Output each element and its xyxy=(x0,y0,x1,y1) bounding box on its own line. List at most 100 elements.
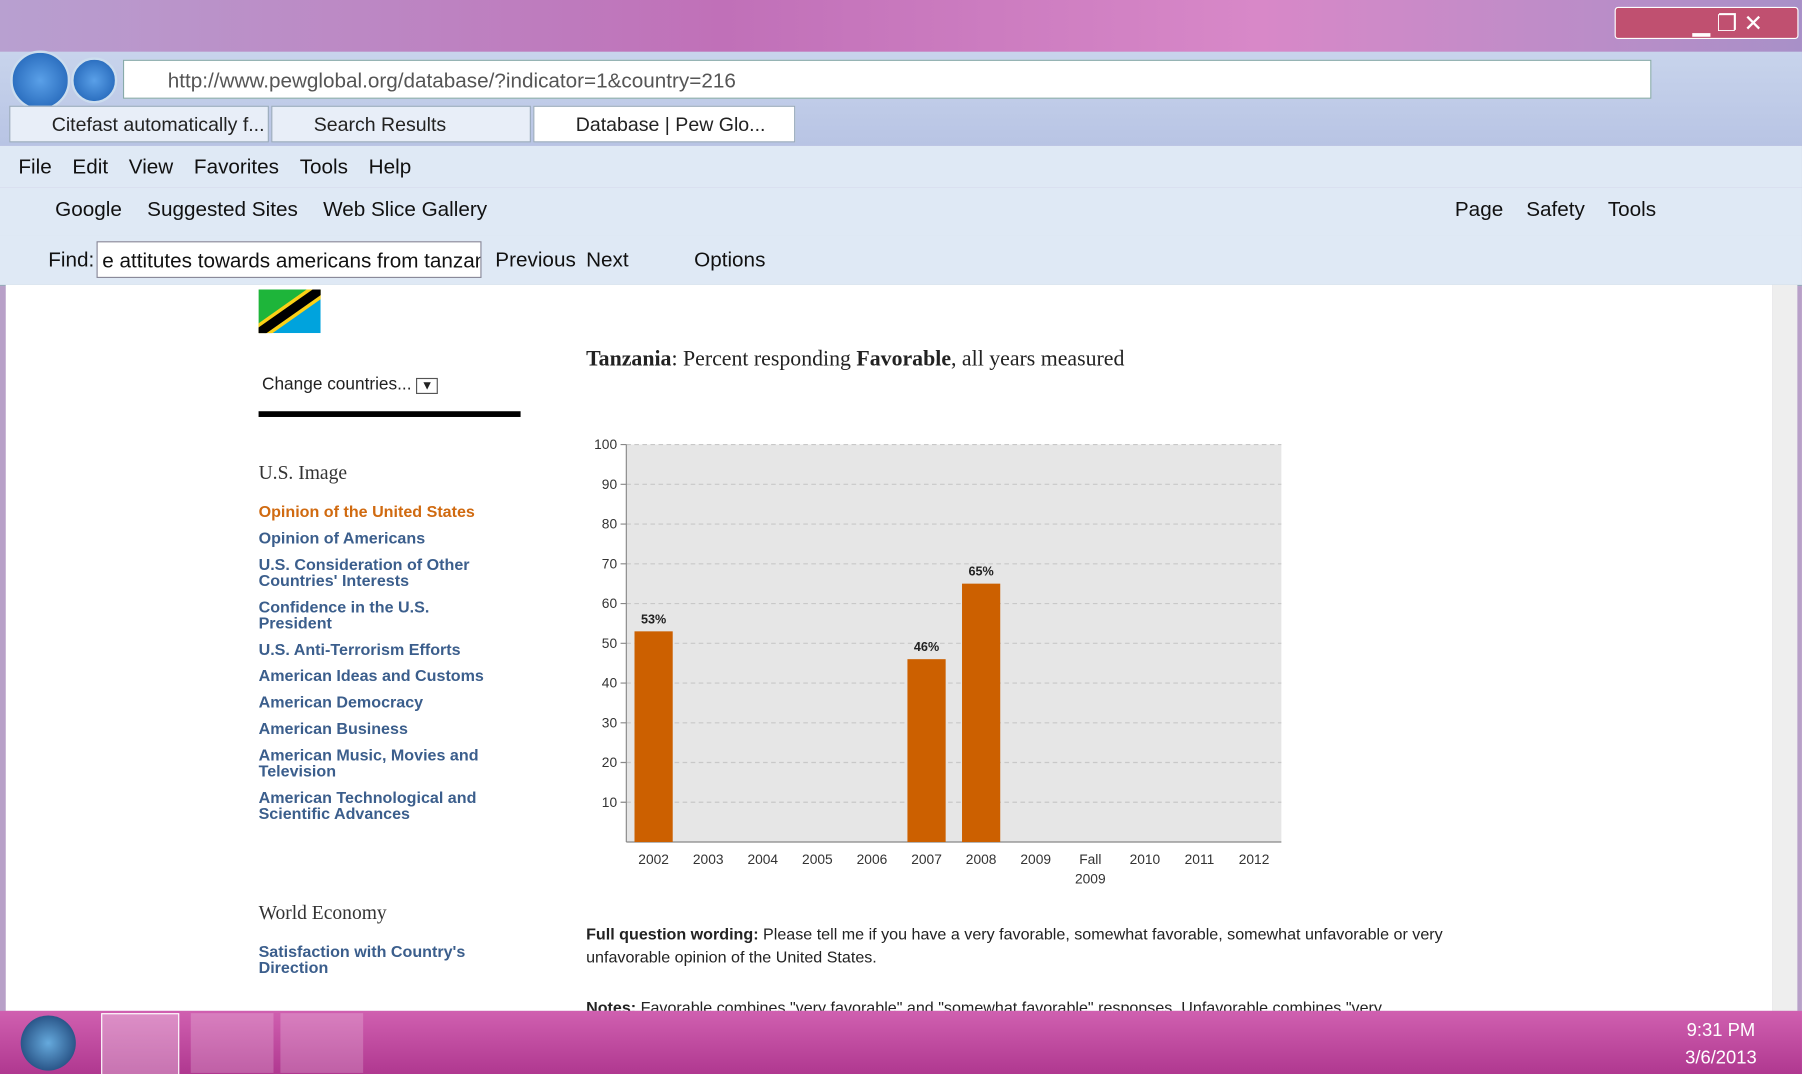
menu-item[interactable]: Edit xyxy=(72,155,108,179)
menu-bar: File Edit View Favorites Tools Help xyxy=(0,146,1802,187)
x-tick-label: 2008 xyxy=(966,852,997,867)
word-task[interactable] xyxy=(280,1013,363,1073)
x-tick-label: 2009 xyxy=(1020,852,1051,867)
x-tick-label: 2011 xyxy=(1185,852,1215,867)
sidebar-link[interactable]: Confidence in the U.S. President xyxy=(259,598,500,630)
start-button[interactable] xyxy=(21,1015,76,1070)
divider xyxy=(259,411,521,417)
sidebar-link[interactable]: Opinion of Americans xyxy=(259,530,500,546)
title-country: Tanzania xyxy=(586,347,671,371)
commands: Page Safety Tools xyxy=(1455,198,1656,222)
title-answer: Favorable xyxy=(856,347,951,371)
flag xyxy=(259,289,321,333)
y-tick-label: 80 xyxy=(602,517,618,532)
notes-label: Notes: xyxy=(586,998,636,1011)
bar xyxy=(635,631,673,842)
title-bar xyxy=(0,0,1802,55)
y-tick-label: 70 xyxy=(602,556,618,571)
address-bar[interactable]: http://www.pewglobal.org/database/?indic… xyxy=(123,60,1651,99)
menu-item[interactable]: View xyxy=(129,155,173,179)
menu: File Edit View Favorites Tools Help xyxy=(0,146,1802,179)
sidebar-link[interactable]: American Technological and Scientific Ad… xyxy=(259,789,500,821)
command-button[interactable]: Page xyxy=(1455,198,1503,222)
sidebar-link[interactable]: U.S. Anti-Terrorism Efforts xyxy=(259,641,500,657)
x-tick-label: 2006 xyxy=(857,852,888,867)
sidebar-link[interactable]: American Music, Movies and Television xyxy=(259,747,500,779)
y-tick-label: 30 xyxy=(602,715,618,730)
find-next[interactable]: Next xyxy=(586,248,629,272)
change-countries-label: Change countries... xyxy=(262,374,411,394)
command-button[interactable]: Tools xyxy=(1608,198,1656,222)
find-label: Find: xyxy=(48,248,94,272)
chart: 10 20 30 40 50 60 70 80 90 100 2002 53% 2003 2004 2005… xyxy=(575,425,1299,907)
app-task[interactable] xyxy=(191,1013,274,1073)
favorite-link[interactable]: Web Slice Gallery xyxy=(323,198,487,222)
menu-item[interactable]: File xyxy=(18,155,51,179)
menu-item[interactable]: Favorites xyxy=(194,155,279,179)
window-controls[interactable]: ▁ ❐ ✕ xyxy=(1615,7,1799,39)
x-tick-label: 2010 xyxy=(1130,852,1161,867)
sidebar-link[interactable]: U.S. Consideration of Other Countries' I… xyxy=(259,556,500,588)
menu-item[interactable]: Help xyxy=(369,155,412,179)
chart-title: Tanzania: Percent responding Favorable, … xyxy=(586,347,1124,372)
y-tick-label: 40 xyxy=(602,676,618,691)
title-text: , all years measured xyxy=(951,347,1124,371)
tab[interactable]: Database | Pew Glo... xyxy=(533,106,795,143)
y-tick-label: 60 xyxy=(602,596,618,611)
value-label: 46% xyxy=(914,640,939,654)
bar xyxy=(907,659,945,842)
y-tick-label: 100 xyxy=(594,437,617,452)
sidebar-section: World Economy Satisfaction with Country's… xyxy=(259,902,500,976)
x-tick-label: 2005 xyxy=(802,852,833,867)
x-tick-label: 2004 xyxy=(747,852,778,867)
screen: ▁ ❐ ✕ http://www.pewglobal.org/database/… xyxy=(0,0,1802,1074)
value-label: 65% xyxy=(968,565,993,579)
section-title: U.S. Image xyxy=(259,462,500,485)
notes: Notes: Favorable combines "very favorabl… xyxy=(586,998,1505,1011)
find-previous[interactable]: Previous xyxy=(495,248,575,272)
favorite-link[interactable]: Suggested Sites xyxy=(147,198,298,222)
question: Full question wording: Please tell me if… xyxy=(586,922,1505,968)
x-tick-label: 2012 xyxy=(1239,852,1270,867)
back-button[interactable] xyxy=(10,51,70,111)
sidebar-link[interactable]: American Democracy xyxy=(259,694,500,710)
scrollbar[interactable] xyxy=(1772,285,1797,1011)
menu-item[interactable]: Tools xyxy=(300,155,348,179)
sidebar-link[interactable]: American Ideas and Customs xyxy=(259,667,500,683)
y-tick-label: 50 xyxy=(602,636,618,651)
favorites-bar: Google Suggested Sites Web Slice Gallery P… xyxy=(0,187,1802,235)
sidebar: U.S. Image Opinion of the United States Op… xyxy=(259,462,500,986)
y-tick-label: 10 xyxy=(602,795,618,810)
sidebar-link[interactable]: Opinion of the United States xyxy=(259,503,500,519)
value-label: 53% xyxy=(641,612,666,626)
command-button[interactable]: Safety xyxy=(1526,198,1585,222)
ie-task[interactable] xyxy=(101,1013,179,1074)
x-tick-label: 2003 xyxy=(693,852,724,867)
question-label: Full question wording: xyxy=(586,925,758,943)
change-countries[interactable]: Change countries... ▼ xyxy=(262,374,438,394)
x-tick-label: 2007 xyxy=(911,852,942,867)
find-input[interactable]: e attitutes towards americans from tanza… xyxy=(97,241,482,278)
time: 9:31 PM xyxy=(1655,1018,1787,1046)
notes-text: Favorable combines "very favorable" and … xyxy=(641,998,1382,1011)
y-tick-label: 20 xyxy=(602,755,618,770)
forward-button[interactable] xyxy=(71,57,117,103)
y-tick-label: 90 xyxy=(602,477,618,492)
x-tick-label: 2002 xyxy=(638,852,669,867)
tab[interactable]: Citefast automatically f... xyxy=(9,106,269,143)
title-text: : Percent responding xyxy=(671,347,856,371)
sidebar-link[interactable]: Satisfaction with Country's Direction xyxy=(259,943,500,975)
find-bar: Find: e attitutes towards americans from… xyxy=(0,235,1802,286)
date: 3/6/2013 xyxy=(1655,1045,1787,1073)
sidebar-link[interactable]: American Business xyxy=(259,720,500,736)
find-options[interactable]: Options xyxy=(694,248,765,272)
sidebar-section: U.S. Image Opinion of the United States Op… xyxy=(259,462,500,822)
favorite-link[interactable]: Google xyxy=(55,198,122,222)
bar xyxy=(962,584,1000,842)
section-title: World Economy xyxy=(259,902,500,925)
page: ▁ ❐ ✕ http://www.pewglobal.org/database/… xyxy=(0,0,1802,1074)
tab[interactable]: Search Results xyxy=(271,106,531,143)
